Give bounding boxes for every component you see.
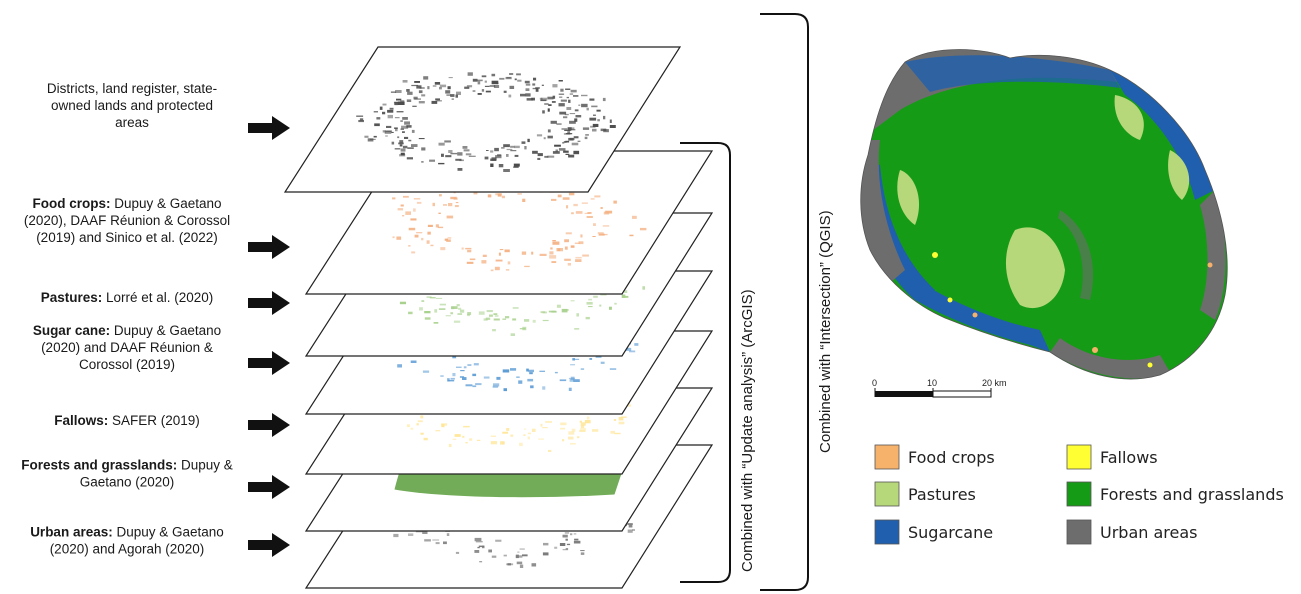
layer-label-sugar: Sugar cane: Dupuy & Gaetano (2020) and DA… — [33, 323, 290, 375]
legend-swatch — [1066, 481, 1092, 507]
legend-label: Sugarcane — [908, 523, 993, 542]
layer-label-line: (2020), DAAF Réunion & Corossol — [24, 213, 230, 228]
legend-item-pastures: Pastures — [874, 481, 976, 507]
layer-label-forests: Forests and grasslands: Dupuy & Gaetano (… — [21, 458, 290, 499]
arrow-icon — [248, 116, 290, 140]
layer-label-source: SAFER (2019) — [112, 413, 200, 428]
layer-labels: Districts, land register, state-owned la… — [21, 81, 290, 557]
layer-label-line: owned lands and protected — [51, 98, 213, 113]
legend-label: Food crops — [908, 448, 995, 467]
reunion-result-map — [860, 49, 1228, 380]
layer-label-bold: Fallows: — [54, 413, 112, 428]
layer-label-fallows: Fallows: SAFER (2019) — [54, 413, 290, 437]
layer-label-line: (2020) and DAAF Réunion & — [41, 340, 213, 355]
arrow-icon — [248, 475, 290, 499]
layer-label-line: Fallows: SAFER (2019) — [54, 413, 200, 428]
layer-label-urban: Urban areas: Dupuy & Gaetano (2020) and A… — [30, 525, 290, 557]
arrow-icon — [248, 533, 290, 557]
legend-label: Forests and grasslands — [1100, 485, 1284, 504]
layer-label-bold: Food crops: — [32, 196, 114, 211]
update-analysis-label: Combined with “Update analysis” (ArcGIS) — [739, 289, 756, 572]
scale-tick-0: 0 — [872, 378, 877, 388]
layer-label-line: Urban areas: Dupuy & Gaetano — [30, 525, 224, 540]
legend-item-forests-and-grasslands: Forests and grasslands — [1066, 481, 1284, 507]
legend-swatch — [1066, 519, 1092, 545]
legend-label: Fallows — [1100, 448, 1158, 467]
update-analysis-bracket: Combined with “Update analysis” (ArcGIS) — [680, 142, 756, 583]
layer-label-source: Dupuy & Gaetano — [114, 196, 221, 211]
map-legend: Food crops Fallows Pastures Forests and gra… — [874, 444, 1284, 545]
legend-swatch — [1066, 444, 1092, 470]
scale-bar: 0 10 20 km — [872, 378, 1007, 398]
legend-swatch — [874, 519, 900, 545]
layer-label-bold: Pastures: — [41, 290, 106, 305]
layer-label-bold: Urban areas: — [30, 525, 116, 540]
layer-label-line: Corossol (2019) — [79, 357, 175, 372]
layer-stack — [283, 46, 714, 589]
layer-label-bold: Forests and grasslands: — [21, 458, 181, 473]
layer-label-bold: Sugar cane: — [33, 323, 114, 338]
legend-item-food-crops: Food crops — [874, 444, 995, 470]
layer-label-pastures: Pastures: Lorré et al. (2020) — [41, 290, 290, 315]
layer-label-line: (2020) and Agorah (2020) — [50, 542, 205, 557]
intersection-label: Combined with “Intersection” (QGIS) — [817, 210, 834, 453]
layer-sheet-base — [283, 46, 682, 193]
arrow-icon — [248, 235, 290, 259]
layer-label-line: Districts, land register, state- — [47, 81, 217, 96]
layer-label-food: Food crops: Dupuy & Gaetano (2020), DAAF … — [24, 196, 290, 259]
layer-label-line: Gaetano (2020) — [80, 475, 175, 490]
legend-item-urban-areas: Urban areas — [1066, 519, 1198, 545]
arrow-icon — [248, 413, 290, 437]
legend-label: Urban areas — [1100, 523, 1198, 542]
arrow-icon — [248, 291, 290, 315]
legend-swatch — [874, 444, 900, 470]
layer-label-line: Pastures: Lorré et al. (2020) — [41, 290, 214, 305]
layer-label-source: Dupuy & Gaetano — [116, 525, 223, 540]
scale-tick-20: 20 km — [982, 378, 1007, 388]
layer-label-source: Dupuy & Gaetano — [114, 323, 221, 338]
intersection-bracket: Combined with “Intersection” (QGIS) — [760, 13, 834, 591]
layer-label-source: Dupuy & — [181, 458, 233, 473]
layer-base — [283, 46, 682, 193]
layer-label-line: (2019) and Sinico et al. (2022) — [36, 230, 218, 245]
layer-label-line: Sugar cane: Dupuy & Gaetano — [33, 323, 221, 338]
layer-label-line: Forests and grasslands: Dupuy & — [21, 458, 233, 473]
legend-swatch — [874, 481, 900, 507]
layer-label-base: Districts, land register, state-owned la… — [47, 81, 290, 140]
legend-item-sugarcane: Sugarcane — [874, 519, 993, 545]
layer-label-source: Lorré et al. (2020) — [106, 290, 213, 305]
arrow-icon — [248, 351, 290, 375]
layer-label-line: Food crops: Dupuy & Gaetano — [32, 196, 221, 211]
legend-label: Pastures — [908, 485, 976, 504]
layer-label-line: areas — [115, 115, 149, 130]
scale-tick-10: 10 — [927, 378, 937, 388]
layer-pattern-base — [356, 72, 616, 172]
legend-item-fallows: Fallows — [1066, 444, 1158, 470]
